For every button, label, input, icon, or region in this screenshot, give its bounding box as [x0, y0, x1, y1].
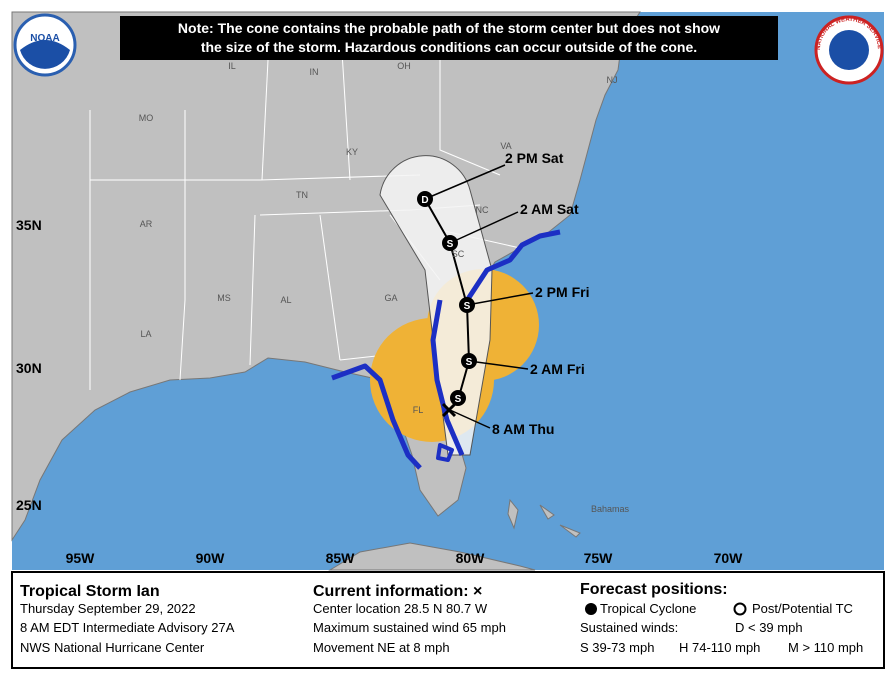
state-label: IN	[310, 67, 319, 77]
state-label: AL	[280, 295, 291, 305]
warnings	[331, 229, 561, 470]
note-text: Note: The cone contains the probable pat…	[178, 20, 720, 36]
winds-text: S 39-73 mph	[580, 640, 654, 655]
marker-symbol: S	[464, 301, 471, 312]
current-position	[441, 402, 457, 418]
label-leaders	[424, 164, 534, 429]
forecast-time: 2 PM Fri	[535, 284, 589, 300]
marker-symbol: S	[455, 394, 462, 405]
winds-text: M > 110 mph	[788, 640, 863, 655]
legend-text: Tropical Cyclone	[600, 601, 696, 616]
state-label: AR	[140, 219, 153, 229]
note-text: the size of the storm. Hazardous conditi…	[201, 39, 697, 55]
graticule-labels: 35N 30N 25N 95W 90W 85W 80W 75W 70W	[16, 217, 743, 566]
state-label: NC	[476, 205, 489, 215]
info-line: Movement NE at 8 mph	[313, 640, 450, 655]
bahamas-islands	[507, 498, 581, 538]
info-line: NWS National Hurricane Center	[20, 640, 205, 655]
winds-title: Sustained winds:	[580, 620, 678, 635]
info-line: Thursday September 29, 2022	[20, 601, 196, 616]
lon-label: 70W	[714, 550, 744, 566]
marker-symbol: S	[447, 239, 454, 250]
info-line: Center location 28.5 N 80.7 W	[313, 601, 488, 616]
lon-label: 80W	[456, 550, 486, 566]
lon-label: 90W	[196, 550, 226, 566]
state-label: NJ	[607, 75, 618, 85]
noaa-logo-text: NOAA	[30, 33, 59, 44]
forecast-time: 2 AM Fri	[530, 361, 585, 377]
winds-text: D < 39 mph	[735, 620, 803, 635]
forecast-time: 8 AM Thu	[492, 421, 554, 437]
state-label: GA	[384, 293, 397, 303]
lon-label: 75W	[584, 550, 614, 566]
note-box	[120, 16, 778, 60]
lat-label: 30N	[16, 360, 42, 376]
lat-label: 35N	[16, 217, 42, 233]
info-title: Current information: ×	[313, 583, 482, 600]
info-line: 8 AM EDT Intermediate Advisory 27A	[20, 620, 235, 635]
noaa-logo-wave	[20, 40, 70, 69]
lon-label: 95W	[66, 550, 96, 566]
state-label: LA	[140, 329, 151, 339]
cuba	[328, 542, 536, 571]
state-label: VA	[500, 141, 511, 151]
state-labels: IL IN OH NJ MO KY VA AR TN NC SC MS AL G…	[139, 61, 630, 514]
forecast-time: 2 PM Sat	[505, 150, 564, 166]
state-label: FL	[413, 405, 424, 415]
marker-symbol: D	[421, 195, 428, 206]
state-label: SC	[452, 249, 465, 259]
place-label: Bahamas	[591, 504, 630, 514]
info-title: Tropical Storm Ian	[20, 583, 160, 600]
legend-text: Post/Potential TC	[752, 601, 853, 616]
lat-label: 25N	[16, 497, 42, 513]
marker-symbol: S	[466, 357, 473, 368]
state-label: KY	[346, 147, 358, 157]
forecast-markers: D S S S S	[417, 191, 477, 418]
state-label: MS	[217, 293, 231, 303]
state-label: TN	[296, 190, 308, 200]
info-title: Forecast positions:	[580, 581, 728, 598]
state-label: MO	[139, 113, 154, 123]
legend-filled-circle	[585, 603, 597, 615]
land	[11, 11, 641, 542]
state-label: OH	[397, 61, 411, 71]
nws-logo-center	[829, 30, 869, 70]
info-line: Maximum sustained wind 65 mph	[313, 620, 506, 635]
winds-text: H 74-110 mph	[679, 640, 760, 655]
info-panel	[11, 571, 885, 669]
state-label: IL	[228, 61, 236, 71]
lon-label: 85W	[326, 550, 356, 566]
forecast-time: 2 AM Sat	[520, 201, 579, 217]
legend-open-circle	[733, 602, 747, 616]
